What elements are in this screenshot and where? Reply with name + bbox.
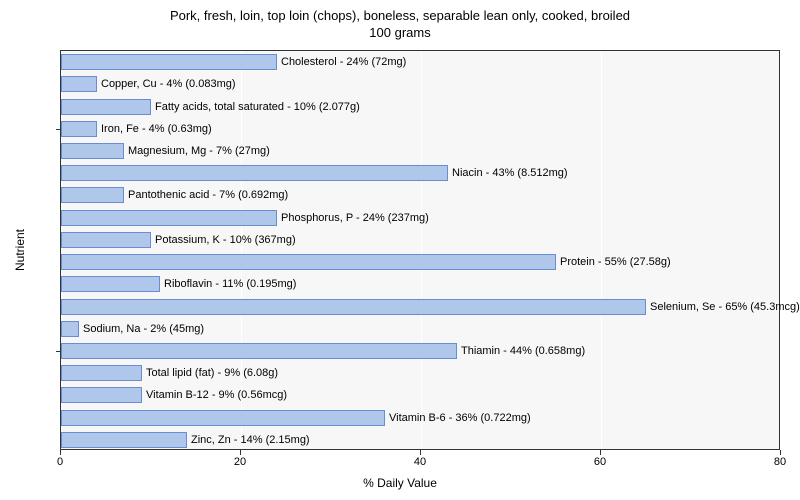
bar-row: Sodium, Na - 2% (45mg): [61, 319, 781, 339]
bar-row: Riboflavin - 11% (0.195mg): [61, 274, 781, 294]
x-tick-label: 0: [57, 456, 63, 468]
nutrient-bar: [61, 387, 142, 403]
nutrient-bar: [61, 254, 556, 270]
bar-label: Magnesium, Mg - 7% (27mg): [124, 141, 270, 161]
nutrient-bar: [61, 187, 124, 203]
bar-label: Selenium, Se - 65% (45.3mcg): [646, 297, 800, 317]
bar-label: Iron, Fe - 4% (0.63mg): [97, 119, 212, 139]
x-tick-label: 80: [774, 456, 786, 468]
plot-area: Cholesterol - 24% (72mg) Copper, Cu - 4% …: [60, 50, 780, 450]
x-tick: [600, 450, 601, 455]
x-tick: [780, 450, 781, 455]
nutrient-chart: Pork, fresh, loin, top loin (chops), bon…: [0, 0, 800, 500]
bar-row: Niacin - 43% (8.512mg): [61, 163, 781, 183]
nutrient-bar: [61, 121, 97, 137]
chart-subtitle: 100 grams: [0, 25, 800, 46]
bar-label: Pantothenic acid - 7% (0.692mg): [124, 185, 288, 205]
bar-row: Copper, Cu - 4% (0.083mg): [61, 74, 781, 94]
x-tick: [240, 450, 241, 455]
nutrient-bar: [61, 432, 187, 448]
bar-row: Iron, Fe - 4% (0.63mg): [61, 119, 781, 139]
bar-label: Cholesterol - 24% (72mg): [277, 52, 406, 72]
y-axis-label: Nutrient: [13, 229, 27, 271]
bar-row: Protein - 55% (27.58g): [61, 252, 781, 272]
bar-label: Sodium, Na - 2% (45mg): [79, 319, 204, 339]
bar-label: Fatty acids, total saturated - 10% (2.07…: [151, 97, 360, 117]
bar-label: Riboflavin - 11% (0.195mg): [160, 274, 296, 294]
nutrient-bar: [61, 210, 277, 226]
x-tick-label: 20: [234, 456, 246, 468]
bar-row: Zinc, Zn - 14% (2.15mg): [61, 430, 781, 450]
x-axis-label: % Daily Value: [363, 476, 437, 490]
nutrient-bar: [61, 365, 142, 381]
bar-row: Vitamin B-6 - 36% (0.722mg): [61, 408, 781, 428]
x-tick-label: 40: [414, 456, 426, 468]
nutrient-bar: [61, 143, 124, 159]
nutrient-bar: [61, 54, 277, 70]
chart-title: Pork, fresh, loin, top loin (chops), bon…: [0, 0, 800, 25]
x-tick-label: 60: [594, 456, 606, 468]
bar-label: Niacin - 43% (8.512mg): [448, 163, 568, 183]
bar-label: Potassium, K - 10% (367mg): [151, 230, 296, 250]
nutrient-bar: [61, 99, 151, 115]
nutrient-bar: [61, 343, 457, 359]
nutrient-bar: [61, 410, 385, 426]
nutrient-bar: [61, 299, 646, 315]
x-tick: [420, 450, 421, 455]
bar-row: Potassium, K - 10% (367mg): [61, 230, 781, 250]
bar-label: Zinc, Zn - 14% (2.15mg): [187, 430, 310, 450]
bar-row: Thiamin - 44% (0.658mg): [61, 341, 781, 361]
nutrient-bar: [61, 165, 448, 181]
bar-label: Copper, Cu - 4% (0.083mg): [97, 74, 236, 94]
nutrient-bar: [61, 276, 160, 292]
bar-row: Magnesium, Mg - 7% (27mg): [61, 141, 781, 161]
nutrient-bar: [61, 321, 79, 337]
bar-label: Protein - 55% (27.58g): [556, 252, 671, 272]
bar-row: Selenium, Se - 65% (45.3mcg): [61, 297, 781, 317]
bar-row: Total lipid (fat) - 9% (6.08g): [61, 363, 781, 383]
bar-row: Fatty acids, total saturated - 10% (2.07…: [61, 97, 781, 117]
bar-row: Vitamin B-12 - 9% (0.56mcg): [61, 385, 781, 405]
bar-label: Thiamin - 44% (0.658mg): [457, 341, 585, 361]
bar-label: Total lipid (fat) - 9% (6.08g): [142, 363, 278, 383]
bar-row: Cholesterol - 24% (72mg): [61, 52, 781, 72]
x-tick: [60, 450, 61, 455]
bar-row: Phosphorus, P - 24% (237mg): [61, 208, 781, 228]
bar-label: Vitamin B-12 - 9% (0.56mcg): [142, 385, 287, 405]
nutrient-bar: [61, 232, 151, 248]
bar-label: Phosphorus, P - 24% (237mg): [277, 208, 429, 228]
bar-label: Vitamin B-6 - 36% (0.722mg): [385, 408, 531, 428]
nutrient-bar: [61, 76, 97, 92]
bar-row: Pantothenic acid - 7% (0.692mg): [61, 185, 781, 205]
plot-wrap: Cholesterol - 24% (72mg) Copper, Cu - 4% …: [60, 50, 780, 450]
